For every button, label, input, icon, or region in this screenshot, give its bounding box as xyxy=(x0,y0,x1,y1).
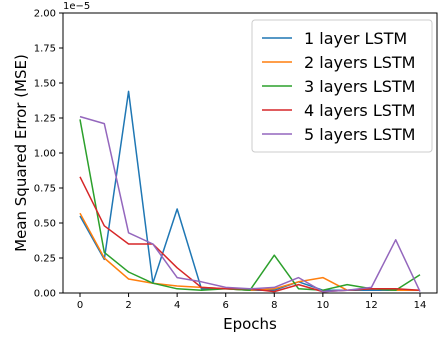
legend-label-4: 4 layers LSTM xyxy=(304,101,415,120)
y-tick-label: 1.75 xyxy=(34,44,56,55)
series-line-3 xyxy=(79,119,421,291)
legend: 1 layer LSTM 2 layers LSTM 3 layers LSTM 4 … xyxy=(251,19,433,153)
legend-label-2: 2 layers LSTM xyxy=(304,53,415,72)
legend-label-1: 1 layer LSTM xyxy=(304,29,407,48)
series-line-2 xyxy=(79,212,420,291)
y-axis-ticks: 0.00 0.25 0.50 0.75 1.00 1.25 1.50 1.75 2.00 xyxy=(34,9,63,300)
y-tick-label: 0.75 xyxy=(34,184,56,195)
x-tick-label: 6 xyxy=(223,300,229,311)
x-axis-title: Epochs xyxy=(223,315,277,333)
y-tick-label: 0.00 xyxy=(34,289,56,300)
legend-box xyxy=(251,19,433,153)
plot-area xyxy=(79,90,421,293)
x-axis-ticks: 0 2 4 6 8 10 12 14 xyxy=(77,293,427,311)
series-line-5 xyxy=(79,115,421,293)
y-tick-label: 0.25 xyxy=(34,254,56,265)
x-tick-label: 4 xyxy=(174,300,180,311)
y-tick-label: 1.50 xyxy=(34,79,56,90)
x-tick-label: 2 xyxy=(125,300,131,311)
x-tick-label: 14 xyxy=(414,300,427,311)
y-tick-label: 1.25 xyxy=(34,114,56,125)
x-tick-label: 10 xyxy=(316,300,329,311)
y-tick-label: 1.00 xyxy=(34,149,56,160)
legend-label-3: 3 layers LSTM xyxy=(304,77,415,96)
y-axis-title: Mean Squared Error (MSE) xyxy=(12,54,30,252)
y-tick-label: 0.50 xyxy=(34,219,56,230)
legend-label-5: 5 layers LSTM xyxy=(304,125,415,144)
y-offset-label: 1e−5 xyxy=(63,1,90,12)
x-tick-label: 0 xyxy=(77,300,83,311)
y-tick-label: 2.00 xyxy=(34,9,56,20)
x-tick-label: 8 xyxy=(271,300,277,311)
x-tick-label: 12 xyxy=(365,300,378,311)
